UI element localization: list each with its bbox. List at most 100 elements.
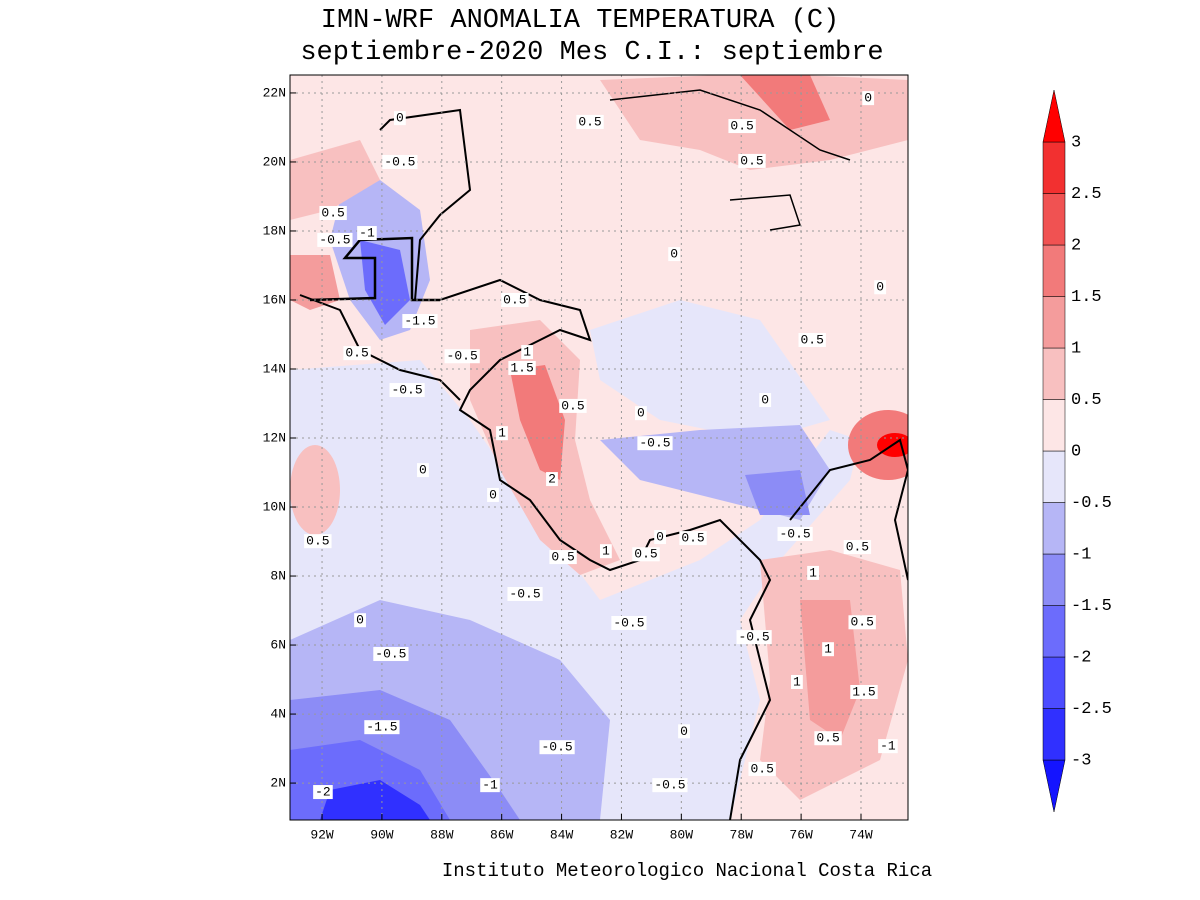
label-box [728, 119, 756, 134]
colorbar-label: 2 [1071, 236, 1081, 255]
contour-label-text: 0 [637, 406, 645, 421]
label-box [304, 534, 332, 549]
contour-label: 0.5 [632, 547, 660, 562]
contour-label: 0 [862, 91, 875, 106]
label-box [759, 393, 772, 408]
colorbar-extend [1042, 759, 1066, 813]
label-box [822, 642, 834, 657]
contour-label: 0.5 [848, 615, 876, 630]
contour-label: -0.5 [507, 586, 543, 601]
label-box [501, 292, 529, 307]
contour-label: 0 [393, 111, 406, 126]
contour-label-text: 1 [498, 426, 506, 441]
label-box [807, 565, 819, 580]
contour-label-text: 0 [356, 613, 364, 628]
contour-label-text: -0.5 [613, 615, 644, 630]
label-box [357, 226, 377, 241]
x-tick-label: 84W [550, 827, 574, 842]
coastline [299, 294, 461, 401]
contour-label: -0.5 [382, 154, 418, 169]
map-frame [289, 74, 909, 821]
contour-label-text: -0.5 [639, 436, 670, 451]
colorbar-box [1042, 450, 1066, 503]
contour-label: -0.5 [389, 382, 425, 397]
colorbar-label: 0.5 [1071, 391, 1102, 410]
contour-label-text: 0.5 [730, 119, 753, 134]
label-box [678, 724, 690, 739]
contour-label: 0.5 [501, 292, 529, 307]
label-box [546, 472, 558, 487]
border [309, 236, 440, 302]
label-box [521, 345, 534, 360]
contour-label-text: 0 [670, 247, 678, 262]
contour-label-text: 0 [656, 529, 664, 544]
label-box [748, 761, 776, 776]
label-box [539, 740, 575, 755]
field-region [290, 140, 380, 220]
contour-label-text: 0.5 [345, 346, 368, 361]
contour-label: -0.5 [539, 740, 575, 755]
colorbar-label: 2.5 [1071, 185, 1102, 204]
contour-label: 1 [822, 642, 834, 657]
label-box [738, 153, 766, 168]
contour-label: 0 [678, 724, 690, 739]
contour-label-text: 0 [419, 463, 427, 478]
label-box [637, 436, 673, 451]
contour-label-text: -1 [482, 778, 498, 793]
contour-label-text: 0 [680, 724, 688, 739]
label-box [496, 426, 508, 441]
contour-label: 1 [791, 674, 803, 689]
label-box [848, 615, 876, 630]
coastline [729, 194, 801, 231]
contour-label-text: 0.5 [551, 549, 574, 564]
contour-label-text: -0.5 [654, 778, 685, 793]
colorbar-label: 1 [1071, 339, 1081, 358]
label-box [878, 739, 898, 754]
label-box [549, 550, 577, 565]
contour-label: -0.5 [444, 349, 480, 364]
contour-label: 1.5 [508, 360, 536, 375]
contour-label: -1 [480, 778, 500, 793]
colorbar-label: -0.5 [1071, 494, 1112, 513]
colorbar-box [1042, 708, 1066, 761]
contour-label-text: 0.5 [816, 731, 839, 746]
contour-label: 0.5 [576, 114, 604, 129]
contour-label-text: 0.5 [503, 292, 526, 307]
contour-label-text: 1 [824, 642, 832, 657]
contour-label: 1 [521, 345, 534, 360]
contour-label-text: 0 [761, 392, 769, 407]
contour-label-text: -0.5 [541, 740, 572, 755]
contour-label: -0.5 [373, 646, 409, 661]
contour-label: -0.5 [652, 778, 688, 793]
colorbar-label: -2.5 [1071, 700, 1112, 719]
colorbar-box [1042, 656, 1066, 709]
contour-label: -0.5 [317, 232, 353, 247]
x-tick-label: 76W [789, 827, 813, 842]
label-box [850, 684, 878, 699]
label-box [736, 630, 772, 645]
coastline [379, 108, 772, 820]
label-box [507, 586, 543, 601]
label-box [393, 111, 406, 126]
label-box [798, 333, 826, 348]
contour-label-text: -1.5 [404, 313, 435, 328]
x-tick-label: 80W [670, 827, 694, 842]
contour-label: 0.5 [748, 761, 776, 776]
label-box [862, 91, 875, 106]
contour-label: 0.5 [319, 205, 347, 220]
x-tick-label: 88W [430, 827, 454, 842]
colorbar-label: 3 [1071, 133, 1081, 152]
contour-label: 0 [759, 392, 772, 408]
colorbar-extend [1042, 89, 1066, 143]
label-box [576, 114, 604, 129]
label-box [417, 463, 429, 478]
contour-label-text: 0 [489, 487, 497, 502]
label-box [874, 280, 887, 295]
contour-label: -1.5 [402, 313, 438, 328]
y-tick-label: 12N [263, 430, 286, 445]
label-box [354, 613, 366, 628]
contour-label: -2 [313, 784, 333, 799]
y-tick-label: 8N [270, 568, 286, 583]
contour-label: 1.5 [850, 684, 878, 699]
x-tick-label: 78W [730, 827, 754, 842]
